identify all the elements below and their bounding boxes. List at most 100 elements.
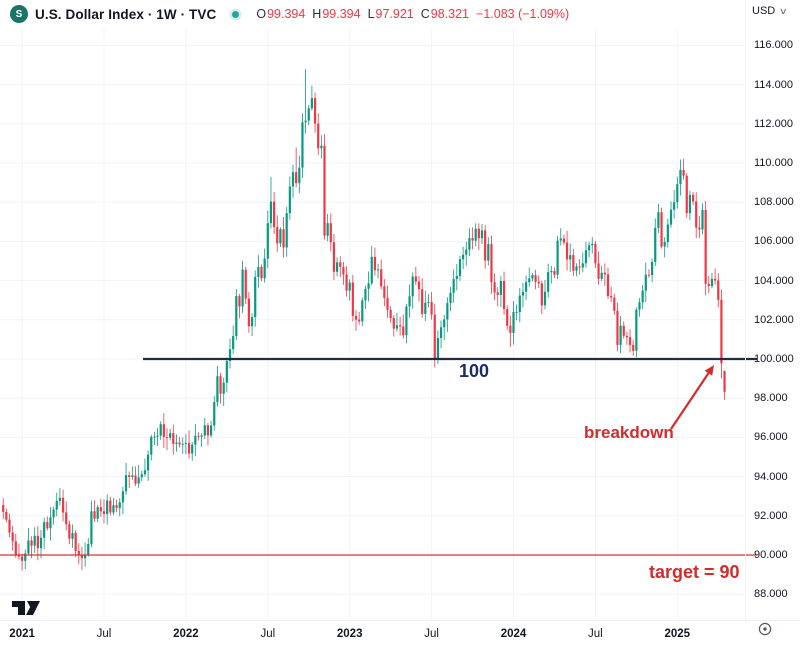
close-label: C (420, 7, 430, 21)
candle-body (682, 169, 685, 176)
candle-body (449, 292, 452, 304)
market-status-icon[interactable] (232, 10, 240, 18)
candle-body (238, 296, 241, 307)
candle-body (187, 442, 191, 454)
candle-body (169, 433, 172, 438)
open-value: 99.394 (267, 7, 306, 21)
candle-body (515, 311, 518, 313)
currency-selector[interactable]: USD ∨ (752, 5, 796, 17)
candle-body (58, 497, 61, 501)
symbol-legend[interactable]: S U.S. Dollar Index · 1W · TVC O 99.394 H… (10, 5, 569, 23)
candle-body (521, 291, 525, 296)
candle-body (701, 209, 704, 230)
price-tick-label: 104.000 (754, 274, 794, 287)
open-label: O (256, 7, 267, 21)
candle-body (90, 511, 93, 545)
price-axis[interactable]: 116.000 114.000 112.000 110.000 108.000 106.0… (746, 0, 800, 620)
candle-body (342, 266, 345, 275)
candle-body (603, 272, 606, 275)
candle-body (313, 98, 317, 124)
candle-body (153, 436, 156, 438)
candle-body (244, 269, 247, 299)
candle-body (471, 238, 474, 241)
candle-body (165, 437, 169, 438)
candle-body (688, 194, 691, 214)
candle-body (39, 537, 43, 549)
candle-body (455, 275, 458, 280)
candle-body (553, 270, 556, 275)
low-label: L (367, 7, 375, 21)
candle-body (250, 317, 254, 327)
candle-body (147, 454, 150, 471)
tradingview-logo[interactable] (12, 600, 44, 616)
candle-body (140, 474, 143, 478)
breakdown-arrow[interactable] (670, 372, 710, 430)
annotation-level-100-label[interactable]: 100 (459, 361, 490, 381)
candle-body (380, 269, 383, 287)
price-tick-label: 108.000 (754, 196, 794, 209)
annotation-breakdown-label[interactable]: breakdown (584, 423, 674, 442)
candle-body (260, 266, 263, 279)
time-tick-label: Jul (260, 628, 276, 640)
candle-body (584, 250, 588, 264)
price-tick-label: 102.000 (754, 313, 794, 326)
candle-body (588, 245, 591, 251)
low-value: 97.921 (375, 7, 414, 21)
candle-body (232, 336, 235, 350)
annotation-target-90-label[interactable]: target = 90 (649, 562, 740, 582)
candle-body (641, 290, 644, 303)
candle-body (194, 435, 197, 445)
time-axis[interactable]: 2021 Jul 2022 Jul 2023 Jul 2024 Jul 2025 (0, 621, 746, 645)
scale-settings-icon[interactable] (757, 621, 773, 637)
candle-body (411, 276, 414, 297)
candle-body (685, 175, 688, 214)
candle-body (301, 122, 304, 168)
candle-body (112, 505, 115, 513)
candle-body (376, 269, 380, 271)
candle-body (427, 301, 430, 303)
candle-body (345, 274, 348, 291)
candle-body (150, 436, 153, 455)
candle-body (663, 241, 666, 247)
candle-body (714, 278, 717, 281)
candle-body (613, 297, 616, 311)
time-tick-label: 2021 (9, 628, 35, 640)
candle-body (534, 275, 537, 282)
candle-body (96, 507, 99, 519)
candle-body (80, 554, 84, 559)
candle-body (421, 289, 424, 314)
candle-body (424, 302, 427, 314)
candle-body (134, 475, 137, 484)
candle-body (131, 475, 134, 477)
candle-body (358, 319, 361, 322)
candle-body (644, 274, 647, 291)
candle-body (373, 256, 376, 271)
candle-body (65, 512, 68, 525)
candle-body (43, 522, 46, 538)
candle-body (5, 511, 8, 520)
candle-body (52, 509, 55, 518)
candle-body (531, 275, 534, 279)
candle-body (55, 500, 58, 510)
candle-body (87, 544, 90, 555)
candle-body (550, 270, 553, 273)
candle-body (509, 325, 512, 333)
currency-label: USD (752, 5, 776, 17)
candle-body (2, 505, 5, 512)
candle-body (666, 224, 669, 242)
candle-body (720, 299, 723, 364)
candle-body (33, 535, 36, 546)
candle-body (575, 266, 578, 271)
symbol-title[interactable]: U.S. Dollar Index · 1W · TVC (35, 6, 217, 22)
time-tick-label: 2025 (664, 628, 691, 640)
candle-body (600, 272, 603, 279)
candle-body (528, 278, 531, 283)
candle-body (263, 258, 266, 279)
candle-body (181, 443, 184, 445)
candle-body (254, 276, 257, 318)
candle-body (465, 249, 468, 255)
candle-body (118, 502, 121, 509)
close-value: 98.321 (430, 7, 470, 21)
